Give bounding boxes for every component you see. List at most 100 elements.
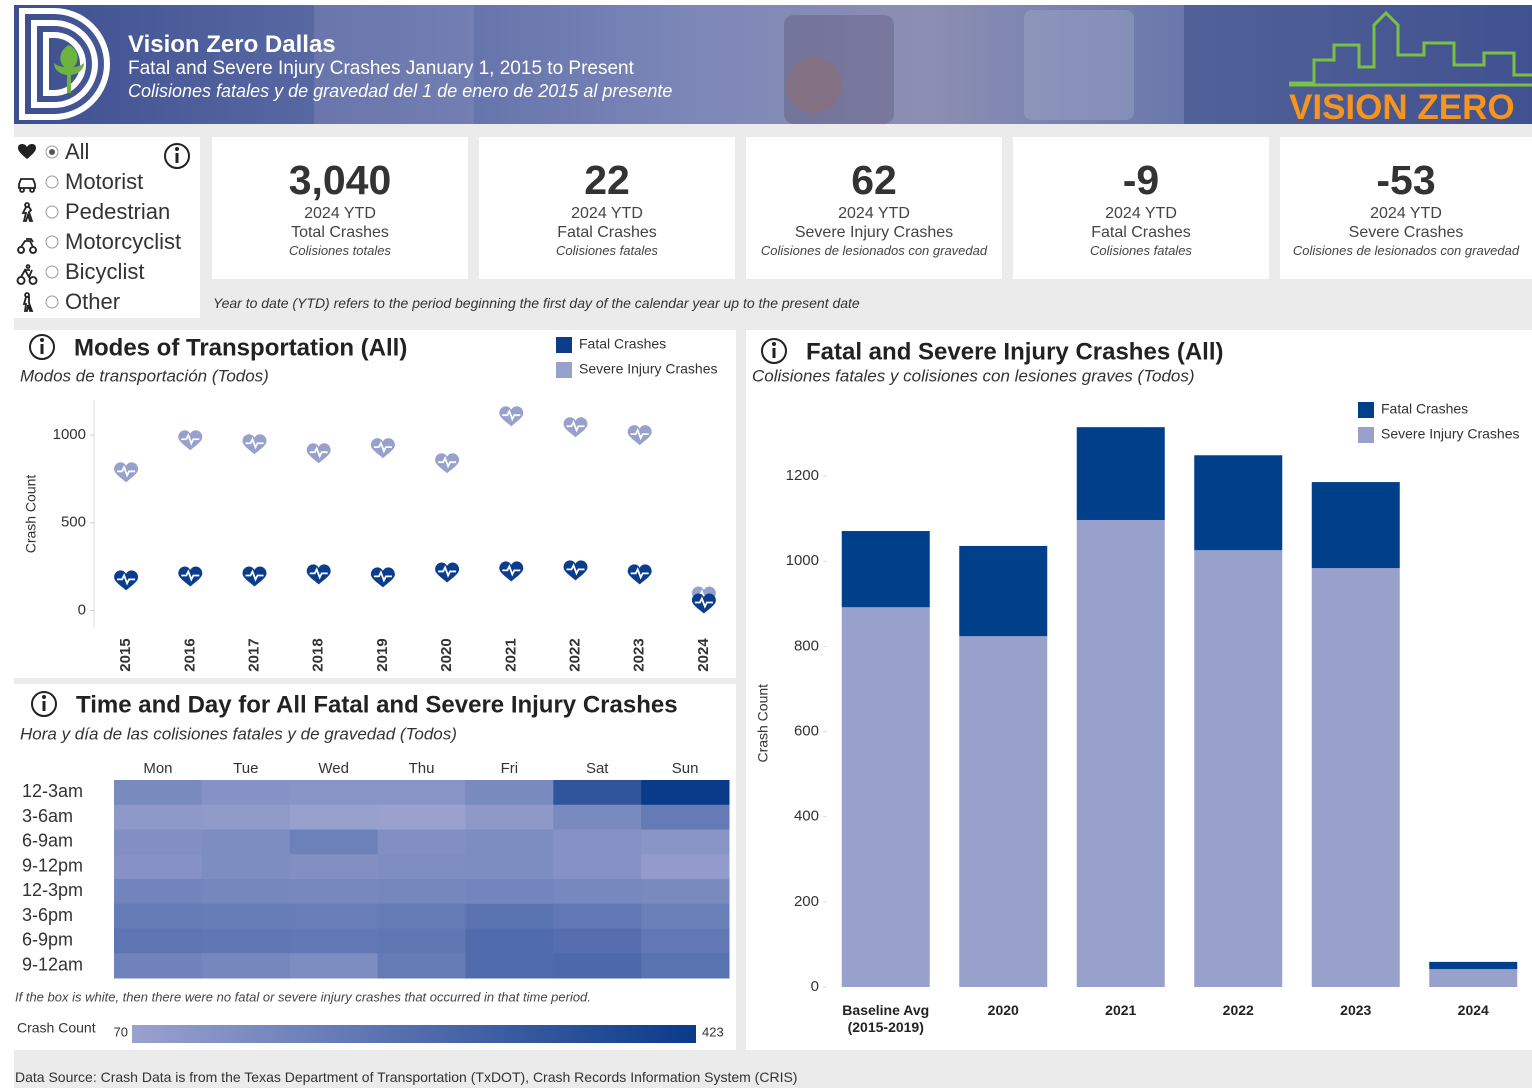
heat-cell — [377, 903, 466, 929]
heart-pulse — [502, 564, 521, 577]
y-tick-label: 0 — [811, 978, 819, 995]
header-banner: Vision Zero Dallas Fatal and Severe Inju… — [14, 5, 1532, 124]
bar-segment — [1076, 519, 1165, 987]
x-tick-box: 2023 — [1340, 1002, 1372, 1018]
filter-option[interactable]: Motorist — [14, 167, 200, 197]
mode-icon — [22, 292, 34, 312]
kpi-value: -9 — [1122, 157, 1160, 203]
heat-cell — [201, 854, 291, 880]
heat-cell — [553, 953, 642, 979]
kpi-card: 62 2024 YTD Severe Injury Crashes Colisione… — [746, 137, 1002, 279]
heat-cell — [289, 804, 379, 830]
heat-cell — [465, 854, 554, 880]
row-label: 6-9pm — [22, 930, 73, 950]
heat-cell — [465, 829, 554, 855]
y-axis-label: Crash Count — [755, 684, 771, 763]
colorbar-max: 423 — [702, 1024, 724, 1039]
x-tick-box: 2021 — [1105, 1002, 1136, 1018]
row-label: 12-3pm — [22, 880, 83, 900]
bar-segment — [1194, 550, 1283, 987]
x-tick-label: 2019 — [374, 638, 391, 671]
filter-option[interactable]: Other — [14, 287, 200, 317]
heart-marker — [178, 566, 203, 587]
x-tick-label: 2023 — [1340, 1002, 1372, 1018]
heart-marker — [627, 564, 652, 585]
bar-segment — [1194, 455, 1283, 551]
kpi-card: -53 2024 YTD Severe Crashes Colisiones de l… — [1280, 137, 1532, 279]
y-tick-label: 200 — [794, 893, 819, 910]
heart-pulse — [566, 419, 585, 433]
kpi-label-es: Colisiones fatales — [556, 243, 658, 258]
heat-cell — [377, 953, 466, 979]
legend-swatch — [556, 362, 572, 378]
filter-option[interactable]: Bicyclist — [14, 257, 200, 287]
heart-marker — [435, 562, 460, 583]
heart-pulse — [245, 569, 264, 582]
heart-marker — [499, 406, 524, 427]
heat-cell — [553, 780, 642, 806]
filter-label: Pedestrian — [65, 199, 171, 224]
filter-panel: All Motorist Pedestrian Motorcyclist Bicycli… — [14, 137, 200, 318]
heart-pulse — [373, 440, 392, 454]
filter-icon — [21, 202, 59, 222]
row-label: 12-3am — [22, 781, 83, 801]
heat-cell — [641, 928, 730, 954]
logo-ring — [19, 8, 110, 120]
column-label: Tue — [233, 760, 258, 777]
column-label: Wed — [318, 760, 349, 777]
bar-segment — [1311, 482, 1400, 569]
radio-button — [45, 235, 59, 249]
kpi-label-es: Colisiones fatales — [1090, 243, 1192, 258]
x-tick-box: 2022 — [1223, 1002, 1254, 1018]
heat-cell — [114, 928, 203, 954]
heat-cell — [201, 804, 291, 830]
heat-cell — [553, 879, 642, 905]
y-tick-label: 1200 — [786, 467, 819, 484]
heart-pulse — [181, 569, 200, 582]
heat-cell — [465, 879, 554, 905]
chart-subtitle: Modos de transportación (Todos) — [20, 366, 269, 385]
x-tick-label: 2020 — [987, 1002, 1019, 1018]
filter-option[interactable]: All — [14, 137, 200, 167]
kpi-card: 22 2024 YTD Fatal Crashes Colisiones fatale… — [479, 137, 735, 279]
x-tick-label: 2023 — [631, 638, 648, 671]
header-art — [19, 5, 1532, 124]
row-label: 3-6am — [22, 806, 73, 826]
heart-marker — [691, 593, 716, 614]
x-tick-label: 2015 — [117, 638, 134, 671]
heart-pulse — [630, 567, 649, 580]
kpi-label-es: Colisiones de lesionados con gravedad — [1292, 243, 1520, 258]
kpi-label: Fatal Crashes — [1091, 224, 1191, 241]
column-label: Thu — [409, 760, 435, 777]
colorbar — [132, 1025, 696, 1043]
heat-cell — [201, 780, 291, 806]
heat-cell — [114, 953, 203, 979]
row-label: 6-9am — [22, 831, 73, 851]
heart-pulse — [117, 573, 136, 586]
radio-button — [45, 205, 59, 219]
heat-cell — [553, 928, 642, 954]
info-ring — [31, 691, 57, 717]
kpi-label-es: Colisiones totales — [289, 243, 391, 258]
heat-cell — [465, 804, 554, 830]
filter-option[interactable]: Motorcyclist — [14, 227, 200, 257]
chart-subtitle: Hora y día de las colisiones fatales y d… — [20, 724, 457, 743]
filter-option[interactable]: Pedestrian — [14, 197, 200, 227]
legend-swatch — [1358, 427, 1374, 443]
heat-cell — [377, 780, 466, 806]
heat-cell — [114, 804, 203, 830]
info-icon — [164, 143, 190, 169]
heat-cell — [377, 854, 466, 880]
heat-cell — [553, 903, 642, 929]
banner-shape — [314, 5, 474, 124]
heart-marker — [563, 560, 588, 581]
heat-cell — [201, 879, 291, 905]
radio-button — [45, 175, 59, 189]
x-tick-label: 2021 — [502, 638, 519, 671]
info-dot — [42, 695, 46, 699]
heart-pulse — [245, 437, 264, 450]
filter-label: Motorist — [65, 169, 144, 194]
legend-label: Fatal Crashes — [1381, 401, 1468, 417]
heat-cell — [289, 854, 379, 880]
mode-icon — [16, 264, 38, 285]
